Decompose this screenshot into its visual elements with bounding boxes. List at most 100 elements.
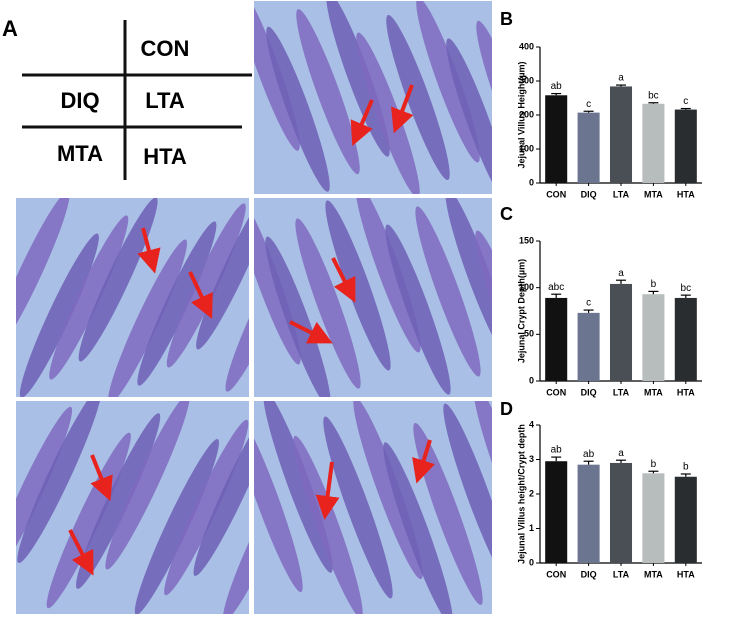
bar <box>642 473 665 563</box>
villus <box>137 221 217 386</box>
panel-label: D <box>500 399 513 419</box>
villus <box>293 435 363 615</box>
significance-letter: b <box>651 459 657 470</box>
x-tick-label: LTA <box>613 189 630 199</box>
villus <box>105 400 190 570</box>
x-tick-label: HTA <box>677 569 695 579</box>
image-border <box>252 0 494 196</box>
x-tick-label: DIQ <box>581 569 597 579</box>
significance-letter: ab <box>551 81 563 92</box>
villus <box>443 403 493 586</box>
villus <box>415 206 481 377</box>
villus <box>253 197 301 365</box>
x-tick-label: MTA <box>644 569 663 579</box>
y-tick-label: 100 <box>519 143 534 153</box>
villus <box>222 445 250 615</box>
tissue <box>253 0 493 195</box>
bar <box>609 86 633 183</box>
bar <box>674 109 697 183</box>
x-tick-label: MTA <box>644 387 663 397</box>
x-tick-label: DIQ <box>581 387 597 397</box>
panel-label: B <box>500 9 513 29</box>
histology-image <box>252 0 494 196</box>
arrow <box>350 99 374 147</box>
arrows <box>68 84 436 576</box>
y-tick-label: 0 <box>529 177 534 187</box>
arrow <box>412 439 436 484</box>
tissue <box>253 197 493 398</box>
arrow <box>68 529 94 576</box>
y-tick-label: 300 <box>519 75 534 85</box>
arrow <box>289 320 333 344</box>
y-tick-label: 100 <box>519 282 534 292</box>
villus <box>475 230 493 398</box>
villus <box>356 32 420 195</box>
villus <box>263 400 333 573</box>
bar <box>642 294 665 381</box>
villus <box>166 203 246 368</box>
x-tick-label: DIQ <box>581 189 597 199</box>
villus <box>19 233 99 398</box>
group-label: CON <box>141 36 190 61</box>
group-label: MTA <box>57 141 103 166</box>
x-tick-label: CON <box>546 569 566 579</box>
y-axis-label: Jejunal Villus Height(µm) <box>516 61 526 168</box>
bar <box>674 476 697 563</box>
villus <box>446 38 493 195</box>
y-tick-label: 200 <box>519 109 534 119</box>
group-label: LTA <box>145 88 185 113</box>
villus <box>76 413 161 589</box>
significance-letter: ab <box>551 445 563 456</box>
villus <box>15 406 73 583</box>
bar <box>577 112 600 183</box>
group-table <box>22 20 252 180</box>
significance-letter: a <box>618 73 624 84</box>
significance-letter: a <box>618 448 624 459</box>
histology-image <box>14 196 251 399</box>
x-tick-label: MTA <box>644 189 663 199</box>
significance-letter: bc <box>681 283 692 294</box>
y-tick-label: 150 <box>519 235 534 245</box>
villus <box>445 197 493 359</box>
x-tick-label: CON <box>546 387 566 397</box>
villus <box>78 197 158 362</box>
y-tick-label: 3 <box>529 454 534 464</box>
image-border <box>14 399 251 616</box>
bar <box>674 297 697 381</box>
bar <box>642 103 665 183</box>
villus <box>134 439 219 615</box>
group-label: HTA <box>143 144 187 169</box>
y-tick-label: 50 <box>524 329 534 339</box>
villus <box>15 197 70 356</box>
x-tick-label: LTA <box>613 387 630 397</box>
arrow <box>315 461 340 520</box>
bar <box>545 297 568 381</box>
y-tick-label: 4 <box>529 419 534 429</box>
significance-letter: c <box>586 99 591 110</box>
y-tick-label: 0 <box>529 557 534 567</box>
villus <box>266 26 330 192</box>
villus <box>253 0 300 151</box>
villus <box>107 239 188 398</box>
villus <box>386 14 450 181</box>
villus <box>383 442 453 615</box>
panel-label: C <box>500 204 513 224</box>
bar <box>577 312 600 381</box>
histology-image <box>252 399 494 616</box>
villus <box>225 227 250 392</box>
villus <box>353 400 423 580</box>
y-axis-label: Jejunal Crypt Depth(µm) <box>516 259 526 363</box>
y-tick-label: 1 <box>529 523 534 533</box>
significance-letter: bc <box>648 90 659 101</box>
arrow <box>391 84 414 134</box>
y-tick-label: 0 <box>529 375 534 385</box>
arrow <box>137 227 161 274</box>
y-tick-label: 400 <box>519 41 534 51</box>
y-tick-label: 2 <box>529 488 534 498</box>
villus <box>295 218 361 389</box>
villus <box>296 9 360 175</box>
x-tick-label: HTA <box>677 387 695 397</box>
arrow <box>188 271 213 319</box>
villus <box>193 400 250 576</box>
